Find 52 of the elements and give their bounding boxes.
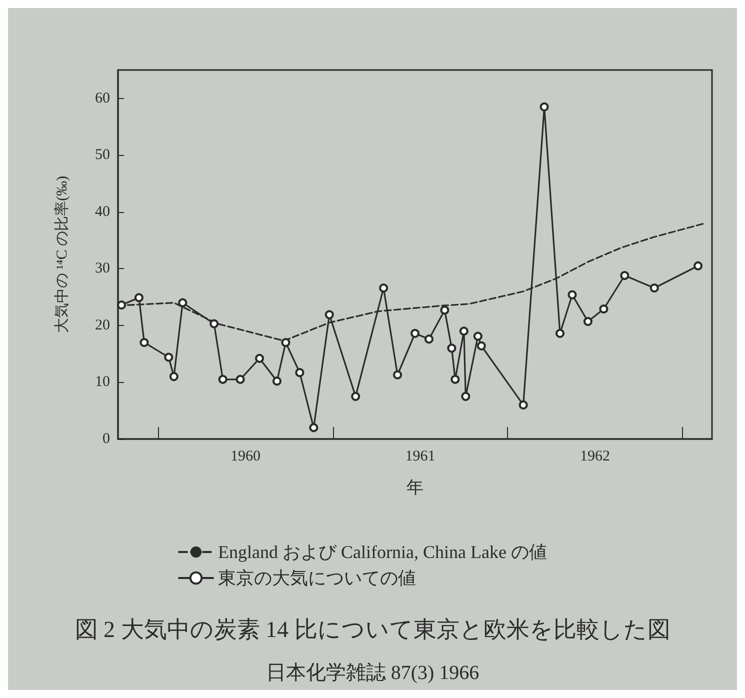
y-tick-label: 60 [95, 90, 110, 106]
point [568, 290, 577, 300]
point [210, 319, 219, 328]
point [450, 374, 460, 384]
point [694, 261, 703, 270]
point [447, 344, 456, 353]
point [393, 370, 402, 380]
point [295, 368, 304, 378]
point [178, 298, 188, 308]
point [461, 392, 470, 401]
point [473, 332, 482, 341]
point [164, 352, 174, 362]
point [134, 293, 144, 302]
point [476, 341, 486, 350]
point [169, 372, 178, 382]
y-axis-title: 大気中の ¹⁴C の比率(‰) [54, 176, 70, 334]
point [324, 310, 334, 320]
point [281, 338, 290, 347]
point [309, 423, 318, 432]
y-tick-label: 30 [95, 260, 110, 277]
point [140, 338, 149, 347]
point [218, 374, 228, 384]
x-axis-title: 年 [406, 478, 424, 497]
point [424, 334, 434, 344]
point [540, 102, 549, 112]
y-tick-label: 10 [95, 374, 110, 390]
point [440, 306, 450, 315]
point [518, 400, 528, 410]
point [410, 328, 420, 338]
legend-label: England および California, China Lake の値 [218, 542, 547, 562]
point [599, 304, 608, 314]
y-tick-label: 50 [95, 147, 110, 164]
text: 図 2 大気中の炭素 14 比について東京と欧米を比較した図 [74, 617, 670, 642]
point [650, 283, 659, 292]
x-tick-label: 1962 [580, 448, 610, 464]
point [583, 316, 592, 326]
point [620, 271, 630, 280]
legend-label: 東京の大気についての値 [218, 568, 416, 588]
point [255, 354, 264, 363]
y-tick-label: 0 [102, 431, 110, 447]
text: 日本化学雑誌 87(3) 1966 [266, 662, 480, 684]
point [236, 374, 245, 384]
point [272, 376, 282, 386]
point [556, 328, 565, 338]
x-tick-label: 1960 [230, 448, 261, 464]
point [379, 283, 388, 292]
point [459, 326, 468, 336]
point [351, 392, 360, 401]
y-tick-label: 20 [95, 317, 110, 334]
point [117, 300, 126, 310]
x-tick-label: 1961 [405, 448, 436, 464]
y-tick-label: 40 [95, 204, 110, 220]
